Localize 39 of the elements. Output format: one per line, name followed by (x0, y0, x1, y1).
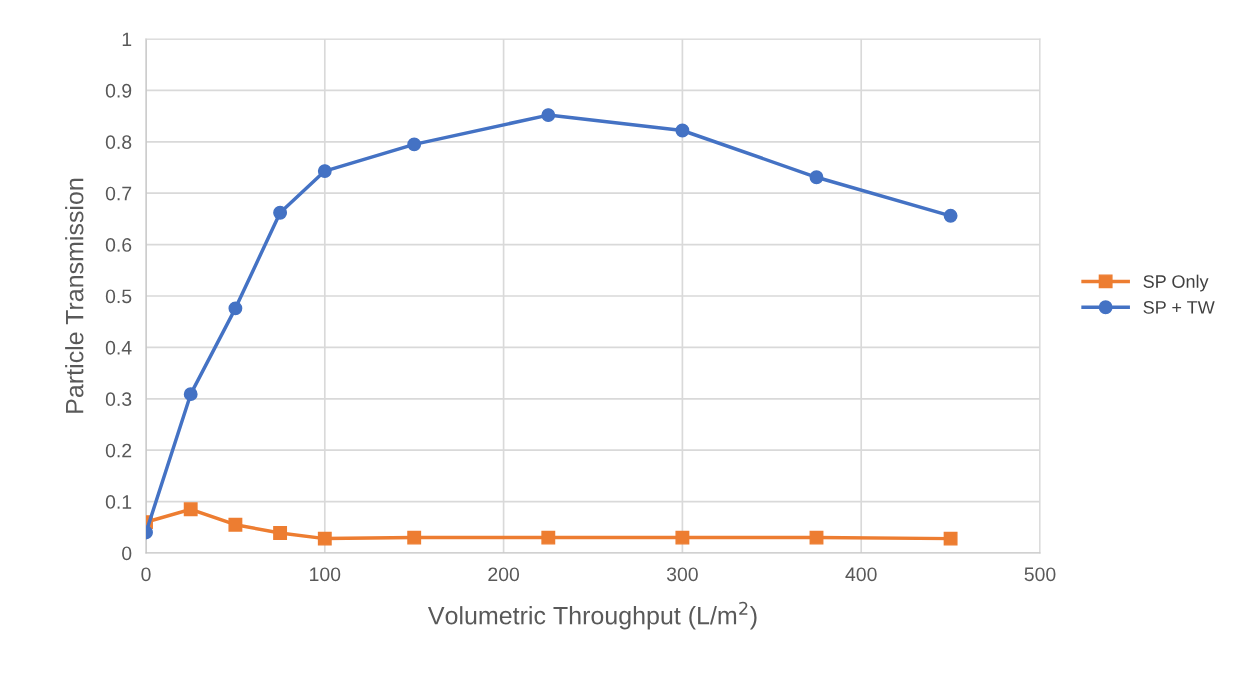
y-tick-label: 0.3 (105, 392, 132, 407)
y-axis-title: Particle Transmission (65, 178, 84, 413)
y-tick-label: 0.1 (105, 495, 132, 509)
point (943, 531, 958, 546)
y-tick-label: 0.8 (105, 135, 132, 150)
y-tick-label: 0.5 (105, 289, 132, 304)
point (675, 530, 690, 545)
point (943, 208, 958, 223)
legend-label: SP + TW (1143, 300, 1215, 314)
y-tick-label: 0 (122, 546, 132, 561)
x-tick-label: 500 (1024, 567, 1056, 582)
y-tick-label: 0.7 (105, 186, 132, 201)
x-axis-title: Volumetric Throughput (L/m$^{2}$) (427, 601, 757, 630)
x-tick-label: 200 (488, 567, 520, 582)
y-tick-label: 0.4 (105, 340, 132, 355)
point (183, 502, 198, 517)
point (541, 530, 556, 545)
point (317, 164, 332, 179)
x-tick-label: 100 (310, 567, 341, 582)
point (407, 530, 422, 545)
legend-label: SP Only (1143, 274, 1209, 292)
x-tick-label: 300 (666, 567, 698, 582)
y-tick-label: 0.6 (105, 238, 132, 252)
point (407, 137, 422, 152)
x-tick-label: 400 (845, 567, 877, 582)
point (273, 205, 288, 220)
y-tick-label: 1 (122, 32, 132, 47)
point (273, 526, 288, 540)
y-tick-label: 0.2 (105, 443, 132, 458)
y-tick-label: 0.9 (105, 83, 132, 98)
point (541, 108, 556, 123)
point (183, 387, 198, 402)
point (228, 301, 243, 316)
point (317, 531, 332, 546)
point (809, 170, 824, 185)
point (809, 530, 824, 545)
point (228, 517, 243, 532)
point (675, 123, 690, 138)
x-tick-label: 0 (141, 567, 151, 582)
